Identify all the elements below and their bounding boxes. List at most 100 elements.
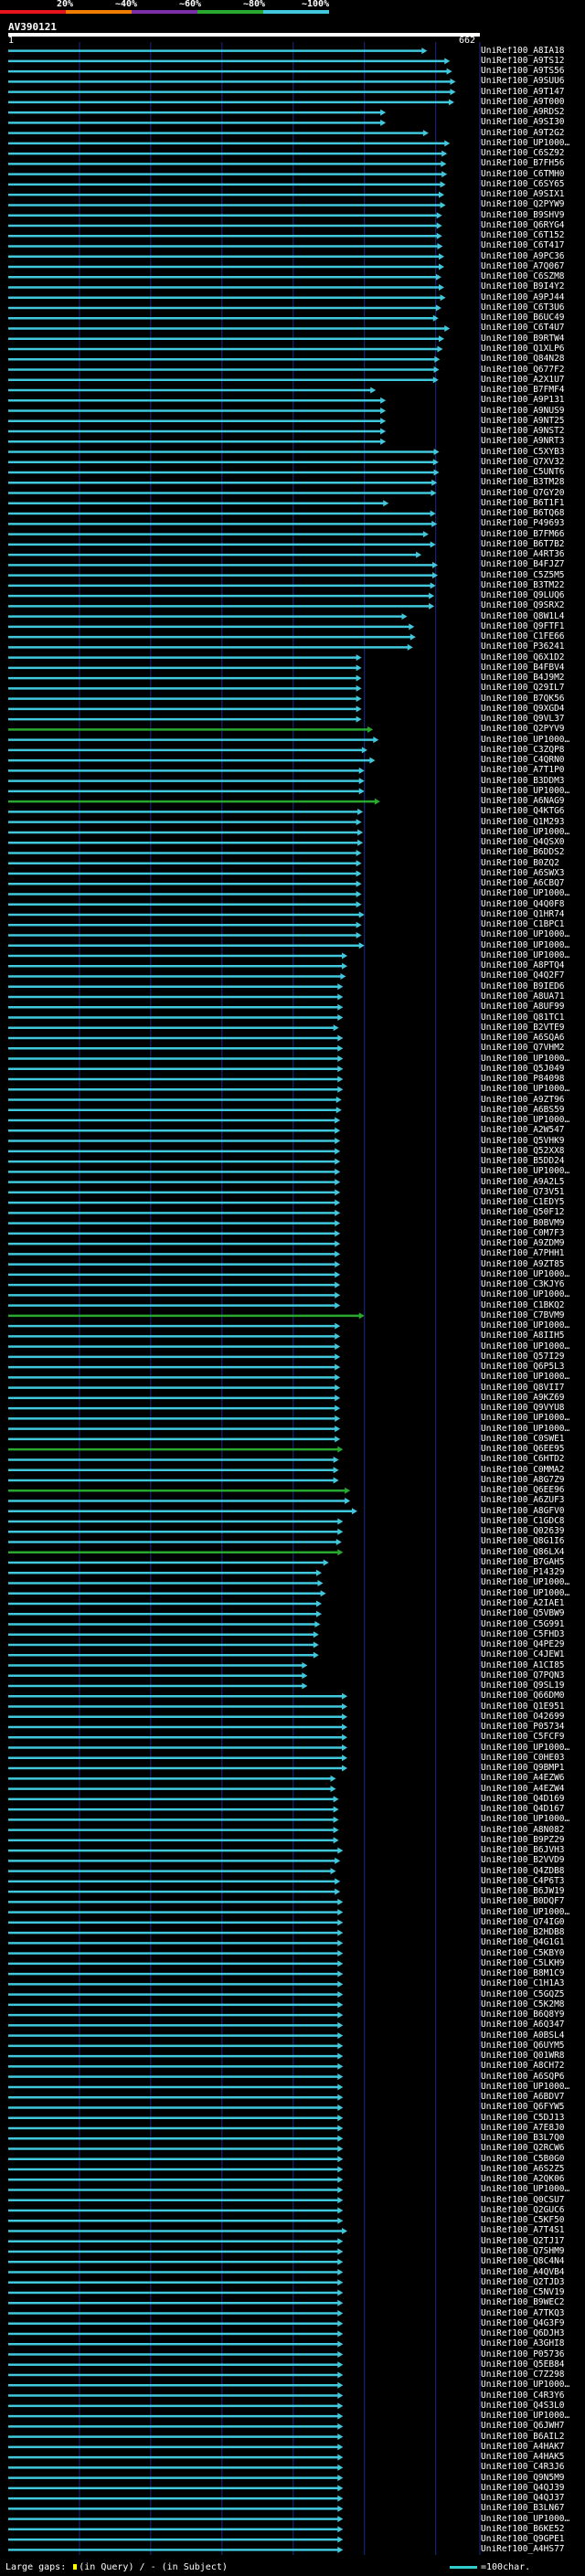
hit-label[interactable]: UniRef100_B7GAH5 [481,1557,565,1567]
hit-label[interactable]: UniRef100_B9I4Y2 [481,282,565,292]
hit-label[interactable]: UniRef100_Q9GPE1 [481,2535,565,2545]
hit-label[interactable]: UniRef100_Q4QSX0 [481,838,565,848]
hit-label[interactable]: UniRef100_UP1000… [481,1578,570,1588]
hit-label[interactable]: UniRef100_C5Z5M5 [481,570,565,580]
hit-label[interactable]: UniRef100_Q9XGD4 [481,704,565,714]
hit-label[interactable]: UniRef100_Q2TJ17 [481,2236,565,2246]
hit-label[interactable]: UniRef100_UP1000… [481,930,570,940]
hit-label[interactable]: UniRef100_Q4Q2F7 [481,971,565,981]
hit-label[interactable]: UniRef100_Q2PYW9 [481,200,565,210]
hit-label[interactable]: UniRef100_B0DQF7 [481,1897,565,1907]
hit-label[interactable]: UniRef100_Q52XX8 [481,1146,565,1156]
hit-label[interactable]: UniRef100_B6T1F1 [481,498,565,508]
hit-label[interactable]: UniRef100_C0HE03 [481,1753,565,1763]
hit-label[interactable]: UniRef100_UP1000… [481,786,570,796]
hit-label[interactable]: UniRef100_B9IED6 [481,981,565,991]
hit-label[interactable]: UniRef100_Q7SHM9 [481,2247,565,2256]
hit-label[interactable]: UniRef100_Q9LUQ6 [481,591,565,601]
hit-label[interactable]: UniRef100_O42699 [481,1712,565,1722]
hit-label[interactable]: UniRef100_C5G991 [481,1619,565,1629]
hit-label[interactable]: UniRef100_A6NAG9 [481,797,565,807]
hit-label[interactable]: UniRef100_Q0CSU7 [481,2195,565,2205]
hit-label[interactable]: UniRef100_A1CI85 [481,1660,565,1670]
hit-label[interactable]: UniRef100_C5KF50 [481,2216,565,2226]
hit-label[interactable]: UniRef100_B2VTE9 [481,1023,565,1033]
hit-label[interactable]: UniRef100_B0ZQ2 [481,858,559,868]
hit-label[interactable]: UniRef100_Q6RYG4 [481,220,565,230]
hit-label[interactable]: UniRef100_A9SUU6 [481,77,565,87]
hit-label[interactable]: UniRef100_C6HTD2 [481,1455,565,1465]
hit-label[interactable]: UniRef100_C6T4U7 [481,323,565,334]
hit-label[interactable]: UniRef100_B6JVH3 [481,1846,565,1856]
hit-label[interactable]: UniRef100_A8UF99 [481,1002,565,1012]
hit-label[interactable]: UniRef100_Q9SRX2 [481,601,565,611]
hit-label[interactable]: UniRef100_Q4KTG6 [481,807,565,817]
hit-label[interactable]: UniRef100_UP1000… [481,1907,570,1917]
hit-label[interactable]: UniRef100_A6CBQ7 [481,879,565,889]
hit-label[interactable]: UniRef100_Q6FYW5 [481,2103,565,2113]
hit-label[interactable]: UniRef100_Q8C4N4 [481,2257,565,2267]
hit-label[interactable]: UniRef100_UP1000… [481,735,570,745]
hit-label[interactable]: UniRef100_Q4PE29 [481,1640,565,1649]
hit-label[interactable]: UniRef100_UP1000… [481,1424,570,1434]
hit-label[interactable]: UniRef100_UP1000… [481,1269,570,1279]
hit-label[interactable]: UniRef100_Q2RCW6 [481,2144,565,2154]
hit-label[interactable]: UniRef100_A2QK06 [481,2175,565,2185]
hit-label[interactable]: UniRef100_A4EZW6 [481,1774,565,1784]
hit-label[interactable]: UniRef100_A9A2L5 [481,1177,565,1187]
hit-label[interactable]: UniRef100_B0BVM9 [481,1218,565,1228]
hit-label[interactable]: UniRef100_Q4ZDB8 [481,1866,565,1876]
hit-label[interactable]: UniRef100_C5GQZ5 [481,1989,565,1999]
hit-label[interactable]: UniRef100_A0BSL4 [481,2030,565,2041]
hit-label[interactable]: UniRef100_A9P131 [481,396,565,406]
hit-label[interactable]: UniRef100_C3ZQP8 [481,745,565,755]
hit-label[interactable]: UniRef100_Q4G1G1 [481,1938,565,1948]
hit-label[interactable]: UniRef100_C5FCF9 [481,1733,565,1743]
hit-label[interactable]: UniRef100_UP1000… [481,1116,570,1126]
hit-label[interactable]: UniRef100_A9ZDM9 [481,1239,565,1249]
hit-label[interactable]: UniRef100_Q9BMP1 [481,1764,565,1774]
hit-label[interactable]: UniRef100_UP1000… [481,2412,570,2422]
hit-label[interactable]: UniRef100_Q9N5M9 [481,2473,565,2483]
hit-label[interactable]: UniRef100_B9SHV9 [481,210,565,220]
hit-label[interactable]: UniRef100_UP1000… [481,1085,570,1095]
hit-label[interactable]: UniRef100_A2W547 [481,1126,565,1136]
hit-label[interactable]: UniRef100_B4FBV4 [481,663,565,673]
hit-label[interactable]: UniRef100_B6TQ68 [481,509,565,519]
hit-label[interactable]: UniRef100_A3GHI8 [481,2339,565,2349]
hit-label[interactable]: UniRef100_UP1000… [481,138,570,148]
hit-label[interactable]: UniRef100_Q4QJ39 [481,2483,565,2493]
hit-label[interactable]: UniRef100_A4RT36 [481,550,565,560]
hit-label[interactable]: UniRef100_UP1000… [481,1321,570,1331]
hit-label[interactable]: UniRef100_C6TMH0 [481,169,565,179]
hit-label[interactable]: UniRef100_C6T152 [481,231,565,241]
hit-label[interactable]: UniRef100_A7TKQ3 [481,2308,565,2318]
hit-label[interactable]: UniRef100_C1EDY5 [481,1198,565,1208]
hit-label[interactable]: UniRef100_Q8VII7 [481,1383,565,1393]
hit-label[interactable]: UniRef100_B5DD24 [481,1157,565,1167]
hit-label[interactable]: UniRef100_UP1000… [481,2185,570,2195]
hit-label[interactable]: UniRef100_B9WEC2 [481,2298,565,2308]
hit-label[interactable]: UniRef100_A9NST2 [481,427,565,437]
hit-label[interactable]: UniRef100_B6JW19 [481,1887,565,1897]
hit-label[interactable]: UniRef100_A8PTQ4 [481,961,565,971]
hit-label[interactable]: UniRef100_Q6P5L3 [481,1362,565,1373]
hit-label[interactable]: UniRef100_Q4Q0F8 [481,899,565,909]
hit-label[interactable]: UniRef100_Q6JWH7 [481,2422,565,2432]
hit-label[interactable]: UniRef100_Q6UYM5 [481,2041,565,2051]
hit-label[interactable]: UniRef100_A8CH72 [481,2062,565,2072]
hit-label[interactable]: UniRef100_UP1000… [481,1815,570,1825]
hit-label[interactable]: UniRef100_Q9SL19 [481,1681,565,1691]
hit-label[interactable]: UniRef100_A9T2G2 [481,128,565,138]
hit-label[interactable]: UniRef100_UP1000… [481,1341,570,1352]
hit-label[interactable]: UniRef100_Q4D167 [481,1805,565,1815]
hit-label[interactable]: UniRef100_A6SQP6 [481,2072,565,2082]
hit-label[interactable]: UniRef100_C6SY65 [481,179,565,189]
hit-label[interactable]: UniRef100_Q84N28 [481,355,565,365]
hit-label[interactable]: UniRef100_Q50F12 [481,1208,565,1218]
hit-label[interactable]: UniRef100_B3L7Q0 [481,2134,565,2144]
hit-label[interactable]: UniRef100_B9RTW4 [481,334,565,344]
hit-label[interactable]: UniRef100_UP1000… [481,1167,570,1177]
hit-label[interactable]: UniRef100_A9ZT85 [481,1259,565,1269]
hit-label[interactable]: UniRef100_A6Q347 [481,2020,565,2030]
